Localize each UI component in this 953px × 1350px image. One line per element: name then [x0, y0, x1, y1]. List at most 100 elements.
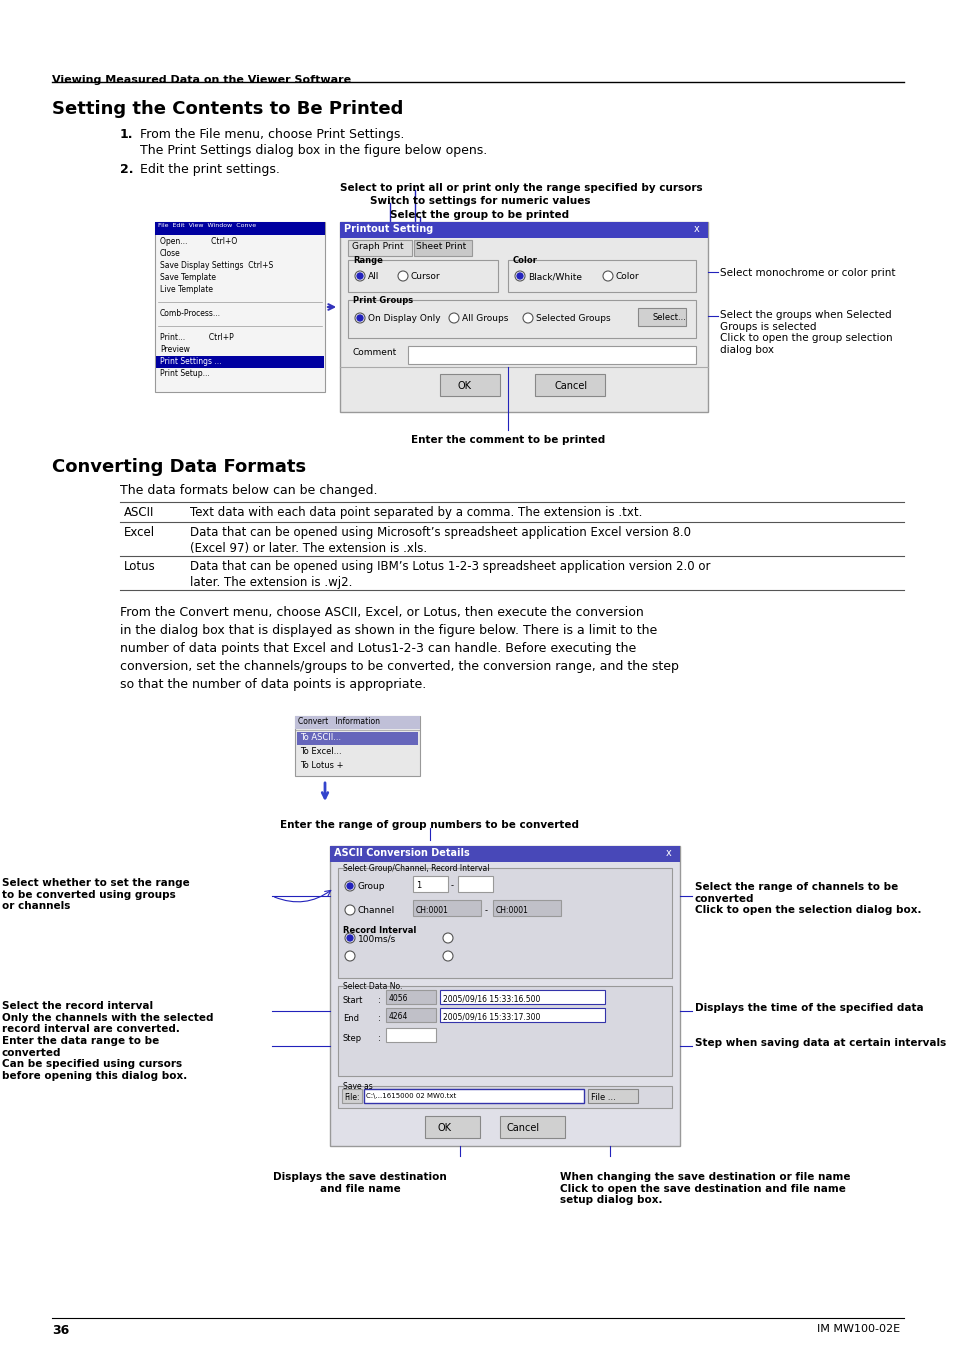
Text: :: : [377, 996, 380, 1004]
Text: Select monochrome or color print: Select monochrome or color print [720, 269, 895, 278]
Text: OK: OK [457, 381, 472, 392]
FancyBboxPatch shape [154, 221, 325, 392]
Text: conversion, set the channels/groups to be converted, the conversion range, and t: conversion, set the channels/groups to b… [120, 660, 679, 674]
FancyBboxPatch shape [386, 1008, 436, 1022]
Text: Preview: Preview [160, 346, 190, 354]
Text: 100ms/s: 100ms/s [357, 934, 395, 944]
Text: 4264: 4264 [389, 1012, 408, 1021]
Text: Excel: Excel [124, 526, 155, 539]
Text: Lotus: Lotus [124, 560, 155, 572]
FancyBboxPatch shape [337, 868, 671, 977]
Text: Enter the range of group numbers to be converted: Enter the range of group numbers to be c… [280, 819, 578, 830]
Text: Cancel: Cancel [506, 1123, 539, 1133]
Text: later. The extension is .wj2.: later. The extension is .wj2. [190, 576, 352, 589]
Text: (Excel 97) or later. The extension is .xls.: (Excel 97) or later. The extension is .x… [190, 541, 427, 555]
FancyBboxPatch shape [457, 876, 493, 892]
Text: C:\...1615000 02 MW0.txt: C:\...1615000 02 MW0.txt [366, 1094, 456, 1099]
Text: Group: Group [357, 882, 385, 891]
FancyBboxPatch shape [348, 240, 412, 256]
Text: Convert   Information: Convert Information [297, 717, 379, 726]
FancyBboxPatch shape [439, 990, 604, 1004]
FancyBboxPatch shape [535, 374, 604, 396]
FancyBboxPatch shape [413, 876, 448, 892]
Text: Save Display Settings  Ctrl+S: Save Display Settings Ctrl+S [160, 261, 273, 270]
Text: Switch to settings for numeric values: Switch to settings for numeric values [370, 196, 590, 207]
Text: Cancel: Cancel [555, 381, 587, 392]
Text: Selected Groups: Selected Groups [536, 315, 610, 323]
Text: 2.: 2. [120, 163, 133, 176]
Text: Open...          Ctrl+O: Open... Ctrl+O [160, 238, 237, 246]
Text: 1: 1 [416, 882, 421, 890]
FancyBboxPatch shape [414, 240, 472, 256]
FancyBboxPatch shape [638, 308, 685, 325]
FancyBboxPatch shape [424, 1116, 479, 1138]
Text: Displays the save destination
and file name: Displays the save destination and file n… [273, 1172, 446, 1193]
Text: -: - [451, 882, 454, 890]
Text: To Lotus +: To Lotus + [299, 761, 343, 770]
Text: Channel: Channel [357, 906, 395, 915]
Text: File:: File: [344, 1094, 359, 1102]
Text: so that the number of data points is appropriate.: so that the number of data points is app… [120, 678, 426, 691]
Circle shape [602, 271, 613, 281]
Text: Select the record interval
Only the channels with the selected
record interval a: Select the record interval Only the chan… [2, 1000, 213, 1034]
Text: x: x [693, 224, 699, 234]
Text: Converting Data Formats: Converting Data Formats [52, 458, 306, 477]
Text: The Print Settings dialog box in the figure below opens.: The Print Settings dialog box in the fig… [140, 144, 487, 157]
FancyBboxPatch shape [339, 221, 707, 412]
Text: Cursor: Cursor [411, 271, 440, 281]
FancyBboxPatch shape [294, 716, 419, 776]
FancyBboxPatch shape [330, 846, 679, 863]
Circle shape [442, 933, 453, 944]
Text: Sheet Print: Sheet Print [416, 242, 466, 251]
Text: Record Interval: Record Interval [343, 926, 416, 936]
Text: All Groups: All Groups [461, 315, 508, 323]
FancyBboxPatch shape [294, 716, 419, 729]
FancyBboxPatch shape [330, 846, 679, 1146]
Text: ASCII: ASCII [124, 506, 154, 518]
Text: From the File menu, choose Print Settings.: From the File menu, choose Print Setting… [140, 128, 404, 140]
Text: ASCII Conversion Details: ASCII Conversion Details [334, 848, 469, 859]
Text: Text data with each data point separated by a comma. The extension is .txt.: Text data with each data point separated… [190, 506, 641, 518]
Text: Enter the data range to be
converted
Can be specified using cursors
before openi: Enter the data range to be converted Can… [2, 1035, 187, 1081]
Text: Comment: Comment [353, 348, 396, 356]
Text: Live Template: Live Template [160, 285, 213, 294]
Circle shape [347, 883, 353, 890]
Text: On Display Only: On Display Only [368, 315, 440, 323]
Text: Data that can be opened using IBM’s Lotus 1-2-3 spreadsheet application version : Data that can be opened using IBM’s Lotu… [190, 560, 710, 572]
Text: CH:0001: CH:0001 [416, 906, 449, 915]
Text: Graph Print: Graph Print [352, 242, 403, 251]
Text: number of data points that Excel and Lotus1-2-3 can handle. Before executing the: number of data points that Excel and Lot… [120, 643, 636, 655]
FancyBboxPatch shape [386, 990, 436, 1004]
FancyBboxPatch shape [156, 356, 324, 369]
Text: To ASCII...: To ASCII... [299, 733, 341, 743]
FancyBboxPatch shape [348, 300, 696, 338]
Circle shape [345, 933, 355, 944]
Text: :: : [377, 1034, 380, 1044]
Text: Print Groups: Print Groups [353, 296, 413, 305]
Text: in the dialog box that is displayed as shown in the figure below. There is a lim: in the dialog box that is displayed as s… [120, 624, 657, 637]
Text: Select Data No.: Select Data No. [343, 981, 402, 991]
Text: 1.: 1. [120, 128, 133, 140]
Circle shape [517, 273, 522, 279]
Text: Select the range of channels to be
converted
Click to open the selection dialog : Select the range of channels to be conve… [695, 882, 921, 915]
Text: Range: Range [353, 256, 382, 265]
Text: File ...: File ... [590, 1094, 615, 1102]
Text: All: All [368, 271, 379, 281]
FancyBboxPatch shape [408, 346, 696, 365]
Text: Comb-Process...: Comb-Process... [160, 309, 221, 319]
Text: Color: Color [513, 256, 537, 265]
Text: -: - [484, 906, 488, 915]
FancyBboxPatch shape [154, 221, 325, 235]
Text: Print...          Ctrl+P: Print... Ctrl+P [160, 333, 233, 342]
FancyBboxPatch shape [507, 261, 696, 292]
Text: To Excel...: To Excel... [299, 747, 341, 756]
FancyBboxPatch shape [499, 1116, 564, 1138]
Text: Print Settings ...: Print Settings ... [160, 356, 221, 366]
Text: When changing the save destination or file name
Click to open the save destinati: When changing the save destination or fi… [559, 1172, 850, 1206]
Circle shape [345, 904, 355, 915]
FancyBboxPatch shape [341, 1089, 361, 1103]
Text: Black/White: Black/White [527, 271, 581, 281]
Text: IM MW100-02E: IM MW100-02E [816, 1324, 899, 1334]
Text: Enter the comment to be printed: Enter the comment to be printed [411, 435, 604, 446]
Circle shape [522, 313, 533, 323]
